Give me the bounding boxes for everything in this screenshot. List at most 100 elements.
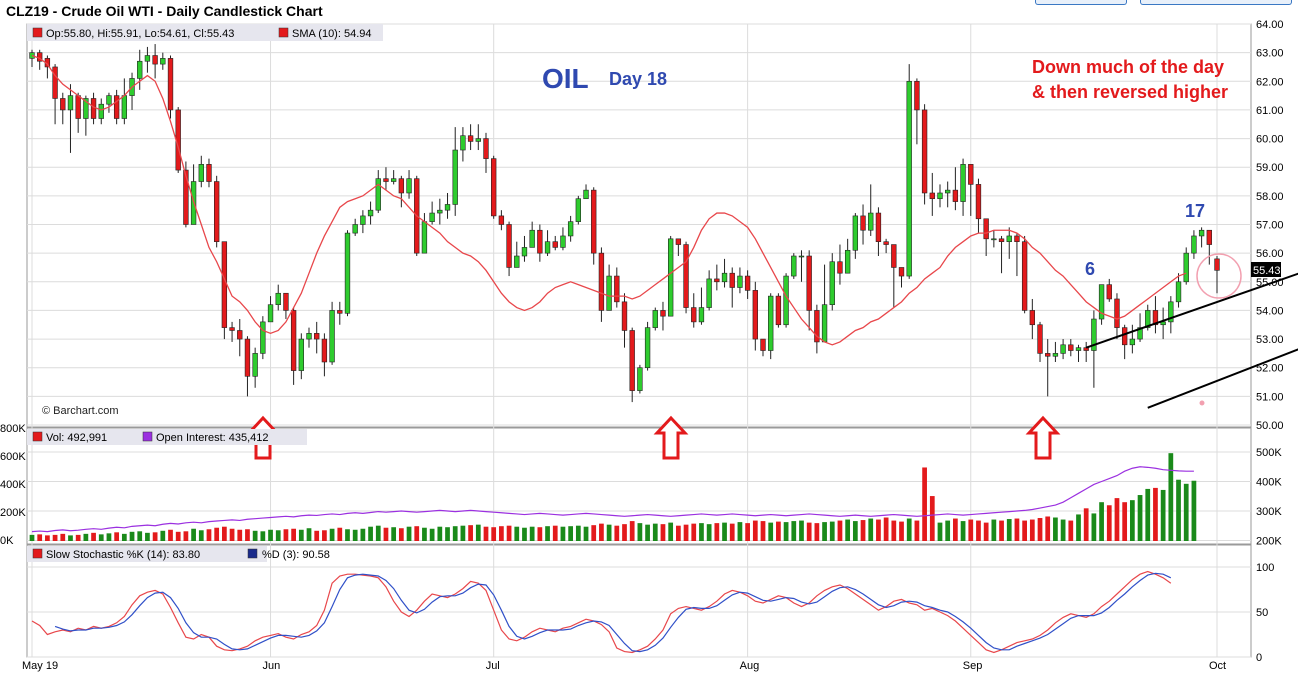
oi-tick-label: 300K [1256,506,1282,518]
oi-tick-label: 400K [1256,477,1282,489]
candle-body [237,330,243,340]
candle-body [1098,284,1105,320]
candle-body [1121,327,1128,346]
price-tick-label: 57.00 [1256,220,1284,232]
candle-body [475,138,481,142]
volume-bar [845,519,851,541]
volume-bar [429,528,435,541]
volume-bar [514,526,520,541]
candle-body [798,255,805,258]
candle-body [113,95,120,119]
candle-body [598,252,605,311]
channel-lower-line [1147,348,1298,409]
volume-bar [168,529,173,541]
volume-bar [106,533,112,541]
wave-label-17: 17 [1185,201,1205,221]
candle-body [644,327,651,369]
volume-bar [568,526,574,541]
oil-label: OIL [542,63,589,94]
candle-body [444,204,451,211]
price-tick-label: 56.00 [1256,248,1284,260]
candle-body [544,241,551,254]
candle-body [860,215,866,231]
volume-bar [198,530,204,541]
volume-bar [652,523,658,541]
volume-bar [591,525,597,541]
k-legend-swatch [32,548,43,559]
volume-bar [291,528,296,541]
candle-body [90,98,97,119]
volume-bar [499,526,504,541]
volume-bar [383,527,389,541]
candle-body [1129,338,1136,346]
volume-bar [83,533,89,541]
x-tick-label: Jun [263,660,281,672]
volume-bar [452,526,458,541]
candle-body [167,58,174,111]
candle-body [629,330,635,391]
volume-bar [999,520,1004,541]
volume-bar [37,534,43,541]
oi-tick-label: 200K [1256,536,1282,548]
volume-bar [206,529,212,541]
volume-bar [814,523,820,541]
candle-body [467,135,474,142]
candle-body [275,292,281,306]
sma-line [31,54,1187,346]
candle-body [106,95,112,105]
candle-body [521,247,528,257]
volume-bar [391,527,397,541]
candle-body [614,275,620,303]
volume-bar [622,524,627,541]
note-line-2: & then reversed higher [1032,82,1228,102]
candle-body [906,80,912,277]
volume-bar [475,524,481,541]
candle-body [683,244,689,308]
volume-bar [852,521,858,541]
last-price-tag [1251,262,1281,277]
price-tick-label: 58.00 [1256,191,1284,203]
volume-bar [222,526,227,541]
volume-bar [298,529,304,541]
volume-bar [1183,483,1189,541]
candle-body [791,255,797,277]
sma-legend-swatch [278,27,289,38]
candle-body [729,272,735,288]
volume-bar [752,520,758,541]
candle-body [1014,235,1020,242]
candle-body [898,267,905,277]
volume-bar [899,521,904,541]
volume-bar [660,524,666,541]
volume-bar [791,521,797,541]
oi-legend-swatch [142,431,153,442]
volume-bar [129,531,135,541]
candle-body [1114,298,1120,328]
candle-body [760,338,766,351]
candle-body [183,169,189,225]
candle-body [390,178,397,182]
volume-bar [1191,480,1197,541]
candle-body [706,278,712,308]
candle-body [998,238,1005,242]
candle-body [883,241,889,245]
candle-body [675,238,682,245]
candle-body [367,209,374,217]
candle-body [529,229,535,248]
low-arrow-august [653,415,689,460]
volume-bar [422,527,427,541]
volume-bar [675,525,681,541]
candle-body [375,178,381,211]
volume-bar [760,521,766,541]
volume-bar [175,531,181,541]
d-legend-swatch [247,548,258,559]
stoch-k-line [31,570,1172,654]
toolbar-button[interactable] [1140,0,1292,5]
price-tick-label: 62.00 [1256,76,1284,88]
volume-bar [283,529,289,541]
candle-body [1198,229,1205,237]
candle-body [321,338,328,363]
volume-bar [460,525,466,541]
volume-bar [1168,453,1174,541]
toolbar-button[interactable] [1035,0,1127,5]
candle-body [752,290,758,340]
